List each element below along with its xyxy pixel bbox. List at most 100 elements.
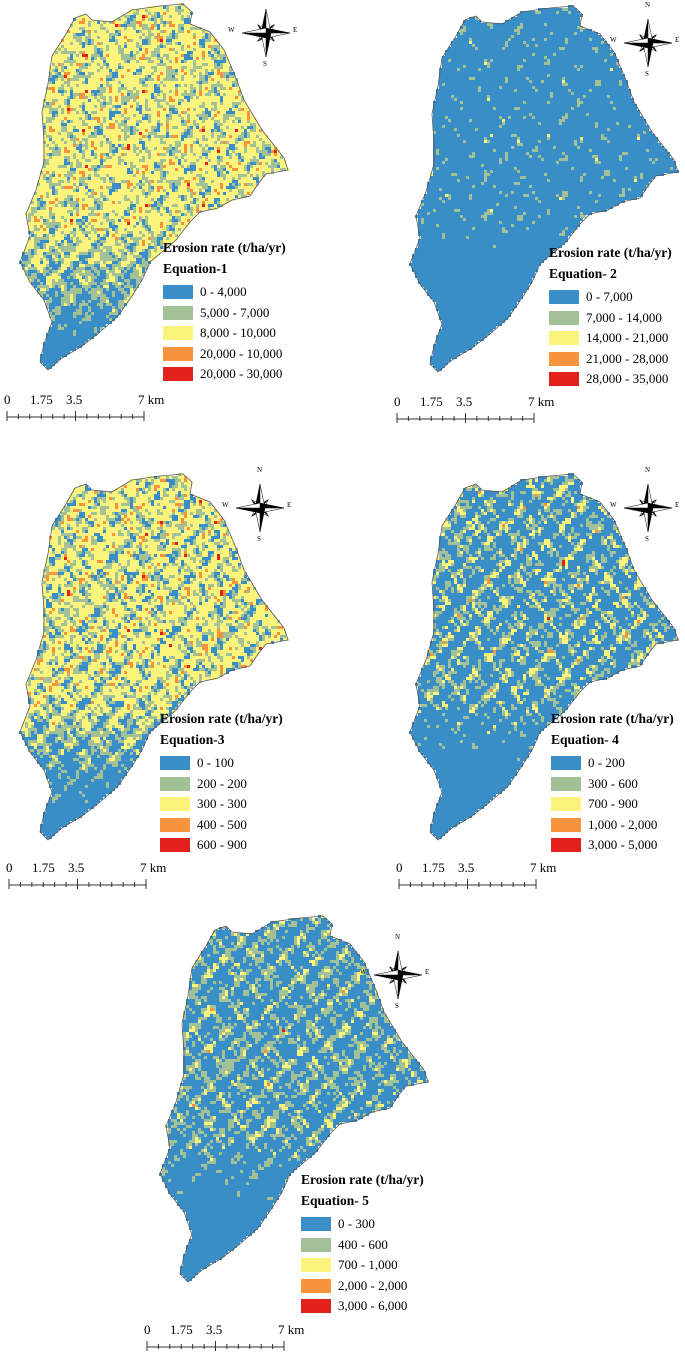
erosion-class-raster <box>409 473 679 839</box>
legend-class-label: 0 - 100 <box>197 755 234 771</box>
scale-label-l3: 7 km <box>530 860 556 876</box>
legend-swatch <box>549 351 579 366</box>
legend-swatch <box>301 1258 331 1273</box>
scale-label-l0: 0 <box>4 392 11 408</box>
legend-class-label: 7,000 - 14,000 <box>586 310 662 326</box>
legend-class-label: 14,000 - 21,000 <box>586 330 668 346</box>
legend-class-label: 3,000 - 6,000 <box>338 1298 407 1314</box>
compass-w-label: W <box>610 36 617 44</box>
basin-outline <box>19 3 289 371</box>
compass-n-label: N <box>645 466 650 474</box>
compass-e-label: E <box>425 968 429 976</box>
legend: Erosion rate (t/ha/yr) Equation- 2 0 - 7,0… <box>549 245 672 390</box>
legend-swatch <box>160 776 190 791</box>
legend-swatch <box>549 310 579 325</box>
compass-s-label: S <box>395 1002 399 1010</box>
legend-class-4: 400 - 500 <box>160 815 283 836</box>
scale-label-l1: 1.75 <box>422 860 445 876</box>
legend-class-3: 700 - 900 <box>551 794 674 815</box>
legend-swatch <box>551 756 581 771</box>
scale-label-l2: 3.5 <box>68 860 84 876</box>
map-panel-equation-3: N S E W Erosion rate (t/ha/yr) Equation-3 0 -… <box>0 466 300 910</box>
scale-label-l1: 1.75 <box>420 394 443 410</box>
compass-w-label: W <box>222 501 229 509</box>
legend-swatch <box>163 346 193 361</box>
compass-e-label: E <box>675 501 679 509</box>
legend-class-label: 0 - 200 <box>588 755 625 771</box>
basin-outline <box>409 5 679 373</box>
legend: Erosion rate (t/ha/yr) Equation- 5 0 - 300… <box>301 1172 424 1317</box>
legend-swatch <box>551 838 581 853</box>
legend-class-label: 0 - 4,000 <box>200 284 247 300</box>
legend-swatch <box>163 367 193 382</box>
scale-label-l0: 0 <box>6 860 13 876</box>
scale-label-l1: 1.75 <box>32 860 55 876</box>
legend-class-label: 700 - 1,000 <box>338 1257 398 1273</box>
compass-e-label: E <box>287 501 291 509</box>
legend-class-label: 20,000 - 10,000 <box>200 346 282 362</box>
scale-label-l0: 0 <box>396 860 403 876</box>
scale-label-l3: 7 km <box>278 1322 304 1338</box>
erosion-class-raster <box>409 5 679 371</box>
north-arrow-compass-icon: N S E W <box>610 1 680 78</box>
map-panel-equation-2: N S E W Erosion rate (t/ha/yr) Equation- 2 0 … <box>390 1 685 442</box>
legend-class-label: 21,000 - 28,000 <box>586 351 668 367</box>
legend-class-2: 5,000 - 7,000 <box>163 303 286 324</box>
legend-class-5: 3,000 - 5,000 <box>551 835 674 856</box>
scale-label-l0: 0 <box>144 1322 151 1338</box>
legend-class-1: 0 - 200 <box>551 753 674 774</box>
legend-class-5: 600 - 900 <box>160 835 283 856</box>
compass-w-label: W <box>360 968 367 976</box>
compass-w-label: W <box>610 501 617 509</box>
legend-title: Erosion rate (t/ha/yr) <box>163 240 286 256</box>
scale-label-l2: 3.5 <box>456 394 472 410</box>
legend-class-5: 3,000 - 6,000 <box>301 1296 424 1317</box>
scale-bar-graphic <box>146 1341 285 1351</box>
scale-label-l2: 3.5 <box>66 392 82 408</box>
legend-swatch <box>160 756 190 771</box>
legend-class-label: 0 - 7,000 <box>586 289 633 305</box>
legend-class-label: 400 - 500 <box>197 817 247 833</box>
legend-class-2: 300 - 600 <box>551 774 674 795</box>
compass-n-label: N <box>257 466 262 474</box>
legend-class-4: 1,000 - 2,000 <box>551 815 674 836</box>
legend-class-label: 300 - 300 <box>197 796 247 812</box>
legend-swatch <box>549 331 579 346</box>
legend-class-1: 0 - 300 <box>301 1214 424 1235</box>
legend-swatch <box>549 290 579 305</box>
legend-class-3: 8,000 - 10,000 <box>163 323 286 344</box>
legend-swatch <box>160 817 190 832</box>
scale-label-l3: 7 km <box>138 392 164 408</box>
legend-class-label: 20,000 - 30,000 <box>200 366 282 382</box>
legend-class-1: 0 - 7,000 <box>549 287 672 308</box>
legend-swatch <box>551 776 581 791</box>
erosion-map-equation-4 <box>409 473 679 841</box>
legend-class-2: 200 - 200 <box>160 774 283 795</box>
compass-w-label: W <box>228 26 235 34</box>
legend-class-2: 400 - 600 <box>301 1235 424 1256</box>
erosion-map-equation-5 <box>159 915 429 1283</box>
scale-label-l0: 0 <box>394 394 401 410</box>
basin-outline <box>19 473 289 841</box>
north-arrow-compass-icon: N S E W <box>610 466 680 543</box>
legend-class-4: 2,000 - 2,000 <box>301 1276 424 1297</box>
legend-swatch <box>301 1299 331 1314</box>
scale-bar-graphic <box>6 411 145 421</box>
legend-class-4: 20,000 - 10,000 <box>163 344 286 365</box>
legend: Erosion rate (t/ha/yr) Equation- 4 0 - 200… <box>551 711 674 856</box>
legend-swatch <box>301 1278 331 1293</box>
scale-bar-graphic <box>398 879 537 889</box>
legend-swatch <box>551 817 581 832</box>
erosion-class-raster <box>19 473 289 839</box>
legend-class-3: 300 - 300 <box>160 794 283 815</box>
legend-title: Erosion rate (t/ha/yr) <box>301 1172 424 1188</box>
scale-bar-graphic <box>396 413 535 423</box>
basin-outline <box>409 473 679 841</box>
erosion-map-equation-1 <box>19 3 289 371</box>
legend-class-4: 21,000 - 28,000 <box>549 349 672 370</box>
scale-label-l1: 1.75 <box>170 1322 193 1338</box>
scale-label-l2: 3.5 <box>206 1322 222 1338</box>
legend-class-label: 700 - 900 <box>588 796 638 812</box>
legend-swatch <box>163 285 193 300</box>
legend-title: Erosion rate (t/ha/yr) <box>549 245 672 261</box>
